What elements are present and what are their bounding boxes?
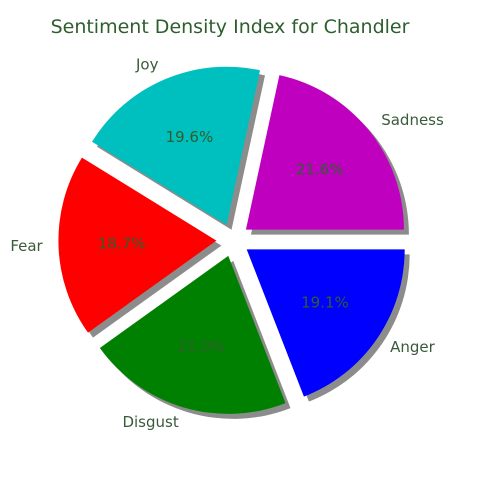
slice-fear: [58, 157, 217, 333]
slice-label-sadness: Sadness: [381, 111, 444, 129]
slice-joy: [92, 66, 261, 225]
slice-pct-fear: 18.7%: [98, 234, 146, 252]
slice-pct-joy: 19.6%: [166, 128, 214, 146]
slice-label-anger: Anger: [390, 338, 436, 356]
slice-label-disgust: Disgust: [122, 413, 178, 431]
slice-anger: [246, 249, 405, 397]
slice-sadness: [245, 75, 404, 230]
slice-label-fear: Fear: [10, 237, 43, 255]
slice-label-joy: Joy: [135, 55, 159, 73]
slice-disgust: [99, 255, 286, 414]
pie-labels: Sadness 21.6% Joy 19.6% Fear 18.7% Disgust 21.0…: [10, 55, 444, 431]
slice-pct-anger: 19.1%: [301, 293, 349, 311]
pie-slices: [58, 66, 405, 414]
slice-pct-sadness: 21.6%: [296, 161, 344, 179]
slice-pct-disgust: 21.0%: [177, 337, 225, 355]
chart-title: Sentiment Density Index for Chandler: [51, 16, 410, 38]
